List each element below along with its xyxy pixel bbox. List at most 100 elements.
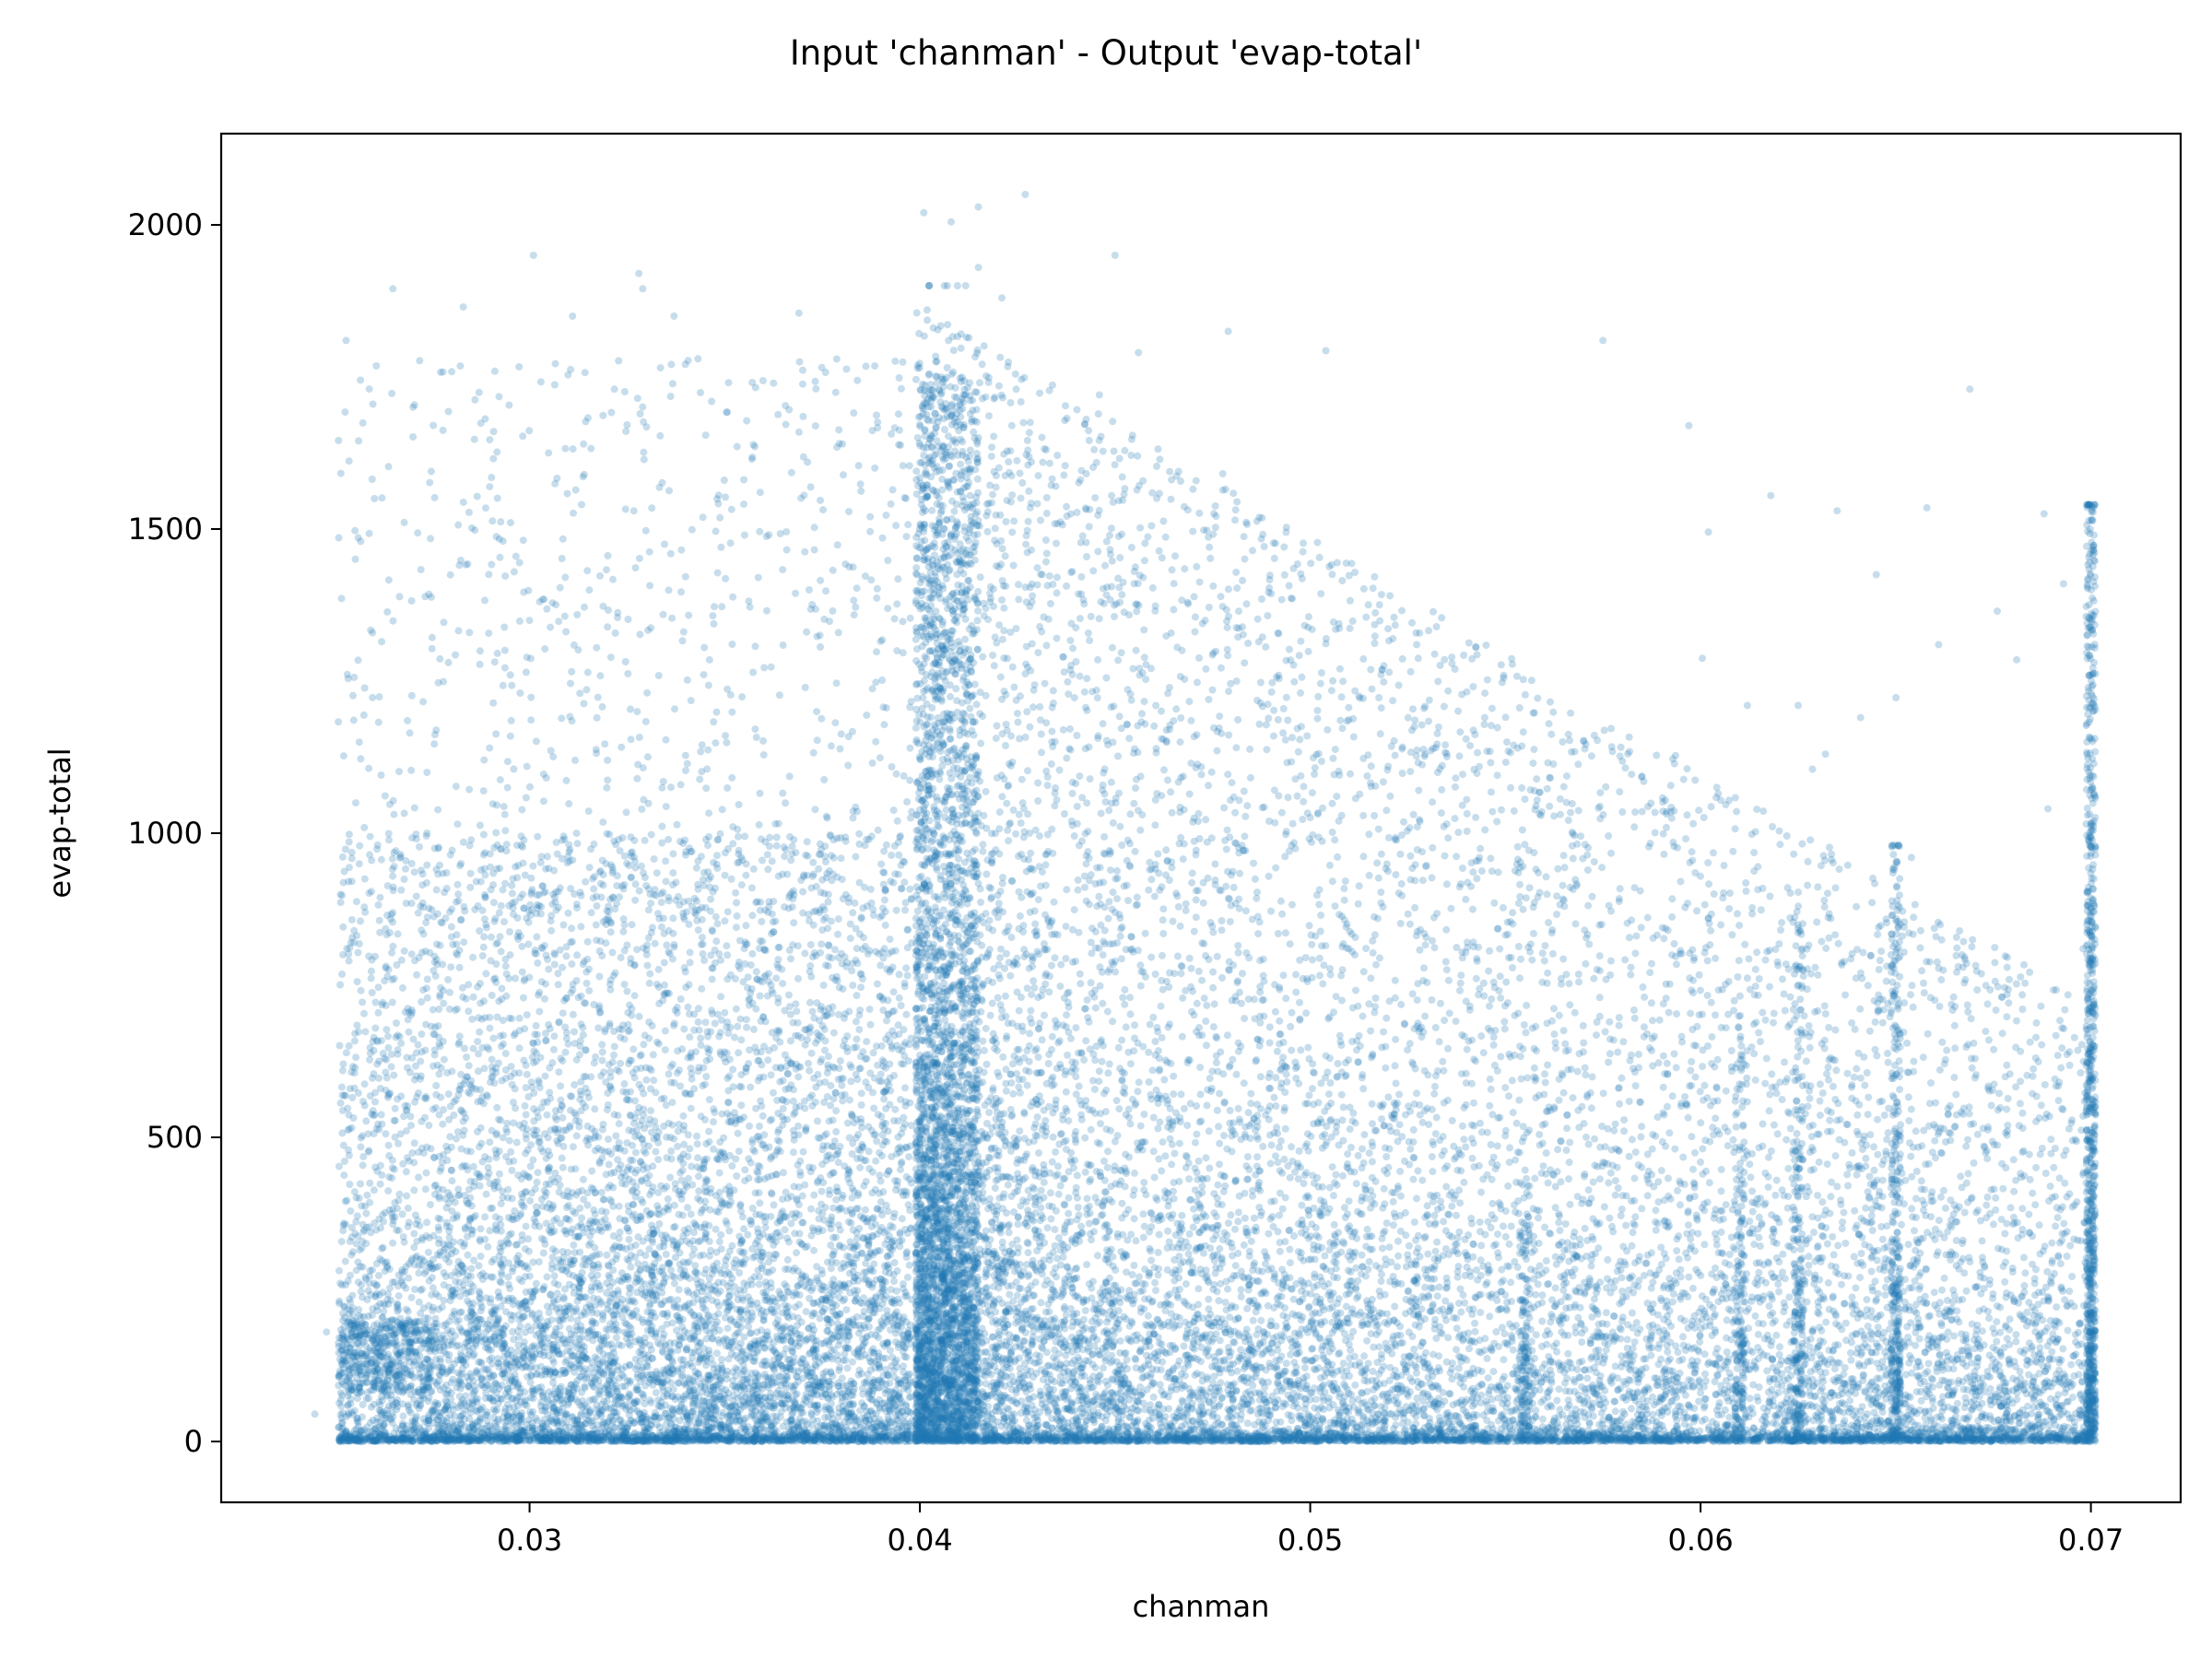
data-point xyxy=(392,1117,399,1124)
data-point xyxy=(422,1021,429,1029)
data-point xyxy=(947,218,955,226)
data-point xyxy=(504,758,512,765)
data-point xyxy=(498,947,505,955)
data-point xyxy=(431,494,439,501)
data-point xyxy=(805,911,812,918)
data-point xyxy=(900,359,907,366)
data-point xyxy=(734,826,741,833)
data-point xyxy=(359,419,367,427)
data-point xyxy=(790,1148,797,1156)
data-point xyxy=(687,959,694,966)
data-point xyxy=(382,1130,390,1137)
data-point xyxy=(617,1034,624,1041)
data-point xyxy=(729,1065,736,1073)
data-point xyxy=(709,1335,716,1342)
data-point xyxy=(607,1074,615,1081)
data-point xyxy=(736,1248,744,1255)
data-point xyxy=(410,1230,418,1238)
data-point xyxy=(2013,656,2020,664)
data-point xyxy=(680,1259,688,1266)
data-point xyxy=(724,951,731,959)
data-point xyxy=(811,806,818,813)
data-point xyxy=(869,759,877,767)
data-point xyxy=(786,772,794,780)
data-point xyxy=(728,774,735,782)
data-point xyxy=(411,957,418,964)
data-point xyxy=(669,1393,677,1400)
data-point xyxy=(818,940,825,947)
data-point xyxy=(800,1148,807,1156)
data-point xyxy=(454,890,462,898)
data-point xyxy=(724,408,731,416)
data-point xyxy=(627,1088,634,1096)
data-point xyxy=(1225,328,1232,335)
data-point xyxy=(896,374,903,382)
data-point xyxy=(775,820,782,828)
data-point xyxy=(670,312,677,320)
data-point xyxy=(1935,641,1942,648)
data-point xyxy=(697,748,704,756)
data-point xyxy=(813,1363,820,1371)
data-point xyxy=(708,1006,715,1014)
data-point xyxy=(396,593,404,600)
data-point xyxy=(812,422,819,429)
data-point xyxy=(533,934,540,941)
data-point xyxy=(631,897,639,904)
data-point xyxy=(752,1211,759,1218)
data-point xyxy=(534,959,541,967)
data-point xyxy=(369,1075,376,1082)
data-point xyxy=(528,1189,535,1196)
data-point xyxy=(860,1182,867,1190)
data-point xyxy=(820,776,828,783)
data-point xyxy=(627,1377,634,1384)
data-point xyxy=(436,1371,443,1378)
data-point xyxy=(699,741,706,748)
data-point xyxy=(335,718,342,725)
data-point xyxy=(818,926,826,934)
data-point xyxy=(665,1070,673,1077)
data-point xyxy=(658,840,665,847)
data-point xyxy=(465,509,473,516)
data-point xyxy=(557,1082,564,1089)
data-point xyxy=(810,749,818,757)
data-point xyxy=(367,1092,374,1100)
data-point xyxy=(526,1197,534,1205)
data-point xyxy=(728,709,735,716)
data-point xyxy=(569,312,576,320)
data-point xyxy=(882,922,889,929)
data-point xyxy=(362,1117,370,1124)
data-point xyxy=(651,855,658,863)
data-point xyxy=(793,1249,800,1256)
data-point xyxy=(375,1272,382,1279)
data-point xyxy=(394,1140,402,1147)
data-point xyxy=(733,924,740,931)
data-point xyxy=(500,1017,507,1024)
data-point xyxy=(858,1101,865,1109)
data-point xyxy=(546,1200,553,1207)
data-point xyxy=(582,878,589,886)
data-point xyxy=(844,762,852,770)
data-point xyxy=(486,1227,493,1234)
data-point xyxy=(389,999,396,1006)
data-point xyxy=(831,946,839,953)
data-point xyxy=(338,971,346,978)
data-point xyxy=(450,1112,457,1119)
data-point xyxy=(788,469,795,477)
data-point xyxy=(796,1239,804,1246)
data-point xyxy=(427,535,434,542)
data-point xyxy=(402,1008,409,1016)
data-point xyxy=(561,613,569,620)
data-point xyxy=(366,1056,373,1064)
data-point xyxy=(749,441,757,449)
data-point xyxy=(361,876,369,883)
data-point xyxy=(482,504,489,512)
data-point xyxy=(705,1312,712,1319)
data-point xyxy=(342,846,349,853)
data-point xyxy=(884,605,891,612)
data-point xyxy=(817,841,824,848)
data-point xyxy=(422,919,429,926)
data-point xyxy=(768,1284,775,1291)
data-point xyxy=(436,655,443,663)
data-point xyxy=(390,1072,397,1079)
data-point xyxy=(699,1082,706,1089)
